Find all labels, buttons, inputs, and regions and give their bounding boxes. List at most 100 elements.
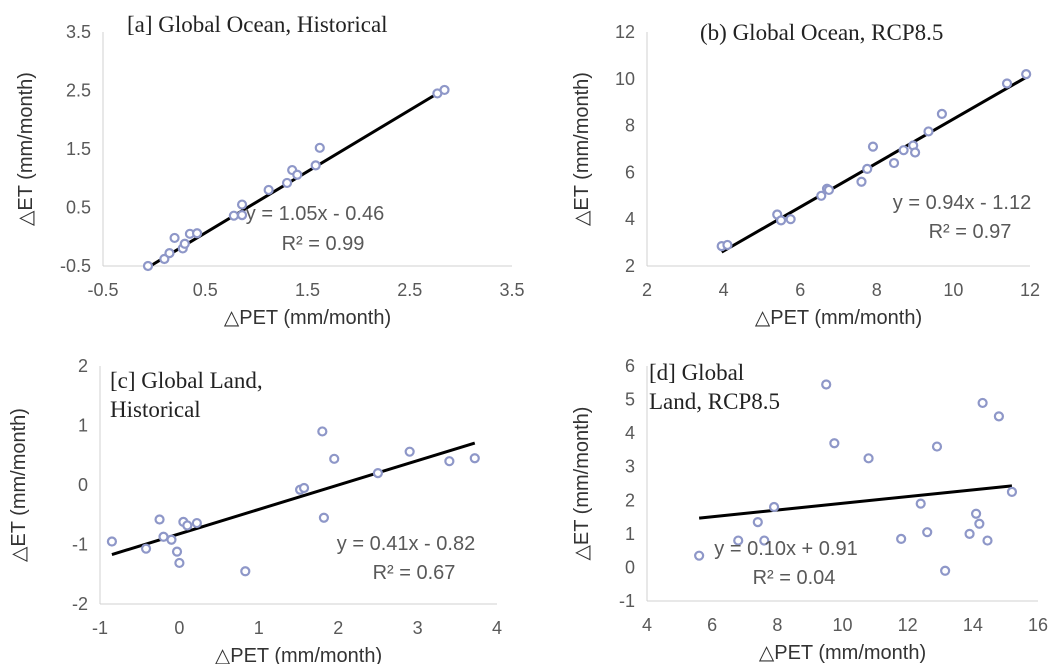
- x-tick-label: 4: [492, 618, 502, 638]
- data-point: [888, 157, 900, 169]
- data-point: [821, 379, 832, 390]
- y-tick-label: 0.5: [66, 198, 91, 218]
- data-point: [318, 512, 330, 523]
- data-point: [931, 441, 943, 452]
- data-point: [106, 536, 118, 547]
- x-axis-label: △PET (mm/month): [759, 642, 926, 664]
- y-tick-label: 6: [625, 162, 635, 182]
- data-point: [439, 84, 450, 96]
- data-point: [775, 215, 787, 226]
- y-tick-label: 0: [625, 557, 635, 577]
- data-point: [829, 438, 840, 449]
- trendline-equation: y = 0.41x - 0.82: [337, 533, 475, 555]
- data-point: [329, 453, 340, 464]
- data-point: [166, 534, 177, 545]
- y-tick-label: 2: [625, 490, 635, 510]
- data-point: [867, 141, 879, 152]
- y-tick-label: 1: [78, 416, 88, 436]
- x-tick-label: 3.5: [499, 280, 524, 300]
- data-point: [823, 184, 835, 196]
- data-point: [922, 527, 933, 538]
- y-axis-label: △ET (mm/month): [8, 408, 30, 562]
- data-point: [940, 565, 951, 576]
- data-point: [862, 163, 873, 174]
- y-tick-label: 4: [625, 209, 635, 229]
- x-tick-label: 8: [772, 615, 782, 635]
- data-point: [1021, 69, 1032, 80]
- data-point: [292, 169, 303, 180]
- x-tick-label: 12: [1020, 280, 1040, 300]
- x-tick-label: 2.5: [397, 280, 422, 300]
- data-point: [158, 531, 169, 542]
- x-axis-label: △PET (mm/month): [755, 307, 922, 329]
- trendline: [698, 484, 1013, 520]
- x-tick-label: 2: [333, 618, 343, 638]
- x-tick-label: 4: [642, 615, 652, 635]
- r-squared-label: R² = 0.97: [929, 221, 1012, 243]
- y-axis-label: △ET (mm/month): [571, 72, 593, 226]
- trendline-equation: y = 0.10x + 0.91: [714, 538, 857, 560]
- data-point: [896, 533, 907, 544]
- panel-title: (b) Global Ocean, RCP8.5: [700, 20, 943, 45]
- x-tick-label: 6: [795, 280, 805, 300]
- data-point: [909, 147, 921, 158]
- data-point: [263, 184, 274, 196]
- data-point: [171, 546, 183, 557]
- x-tick-label: 12: [898, 615, 918, 635]
- data-point: [164, 248, 175, 259]
- data-point: [169, 232, 180, 244]
- data-point: [191, 517, 202, 529]
- data-point: [179, 238, 190, 249]
- data-point: [228, 210, 239, 221]
- data-point: [898, 145, 909, 156]
- chart-panel-2: 2 4 6 8 10 12 2 4 6 8 10 12 △PET (mm/month) △ET (mm/m…: [571, 20, 1040, 329]
- y-tick-label: -2: [72, 594, 88, 614]
- data-point: [174, 557, 185, 569]
- y-tick-label: 2.5: [66, 81, 91, 101]
- x-tick-label: 4: [719, 280, 729, 300]
- data-point: [816, 190, 827, 201]
- x-tick-label: -0.5: [87, 280, 118, 300]
- y-tick-label: 1: [625, 524, 635, 544]
- y-tick-label: 10: [615, 69, 635, 89]
- panel-title: [d] Global: [649, 360, 744, 385]
- data-point: [752, 517, 763, 528]
- data-point: [317, 426, 328, 437]
- data-point: [722, 239, 733, 251]
- y-tick-label: -1: [72, 535, 88, 555]
- data-point: [863, 453, 874, 464]
- data-point: [768, 501, 780, 513]
- y-tick-label: 3: [625, 457, 635, 477]
- x-tick-label: 3: [413, 618, 423, 638]
- panel-title: Historical: [110, 397, 201, 422]
- y-tick-label: 12: [615, 22, 635, 42]
- data-point: [469, 453, 480, 464]
- data-point: [694, 550, 705, 561]
- data-point: [404, 446, 415, 457]
- y-tick-label: 6: [625, 356, 635, 376]
- data-point: [182, 520, 193, 531]
- data-point: [314, 142, 325, 153]
- data-point: [1001, 78, 1013, 89]
- x-tick-label: 16: [1028, 615, 1048, 635]
- panel-title: [c] Global Land,: [110, 368, 263, 393]
- y-tick-label: 2: [78, 356, 88, 376]
- data-point: [733, 535, 744, 546]
- x-tick-label: 0.5: [193, 280, 218, 300]
- x-axis-label: △PET (mm/month): [224, 307, 391, 329]
- data-point: [140, 543, 152, 554]
- y-tick-label: 3.5: [66, 22, 91, 42]
- data-point: [970, 508, 982, 519]
- data-point: [964, 528, 975, 539]
- y-tick-label: 1.5: [66, 139, 91, 159]
- data-point: [372, 468, 383, 479]
- data-point: [923, 126, 934, 137]
- x-tick-label: -1: [92, 618, 108, 638]
- r-squared-label: R² = 0.99: [282, 233, 365, 255]
- x-tick-label: 10: [943, 280, 963, 300]
- x-tick-label: 8: [872, 280, 882, 300]
- data-point: [281, 177, 293, 189]
- y-tick-label: 0: [78, 475, 88, 495]
- x-tick-label: 1.5: [295, 280, 320, 300]
- y-tick-label: -1: [619, 591, 635, 611]
